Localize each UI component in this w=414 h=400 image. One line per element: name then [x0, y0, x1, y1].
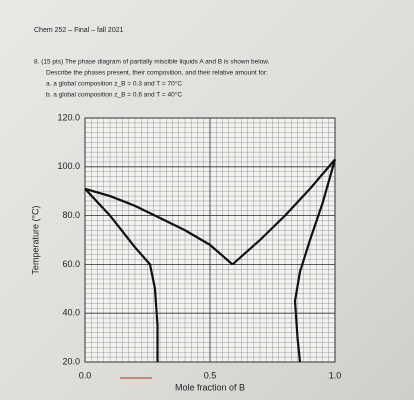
header-title: Chem 252 – Final – fall 2021 — [34, 27, 124, 34]
phase-boundary — [293, 159, 337, 363]
y-tick-label: 80.0 — [62, 210, 80, 220]
phase-boundary — [84, 187, 234, 266]
question-line: Describe the phases present, their compo… — [46, 70, 268, 77]
y-tick-label: 20.0 — [62, 356, 80, 366]
question-line: a. a global composition z_B = 0.3 and T … — [46, 80, 182, 88]
phase-boundary — [84, 188, 159, 362]
y-tick-label: 60.0 — [62, 259, 80, 269]
x-tick-label: 0.5 — [204, 370, 217, 380]
question-line: 8. (15 pts) The phase diagram of partial… — [34, 59, 270, 66]
x-tick-label: 1.0 — [329, 370, 342, 380]
question-line: b. a global composition z_B = 0.6 and T … — [46, 91, 182, 99]
x-tick-label: 0.0 — [79, 370, 92, 380]
phase-boundary — [231, 158, 336, 266]
y-axis-label: Temperature (°C) — [30, 205, 40, 274]
y-tick-label: 100.0 — [57, 161, 80, 171]
x-axis-label: Mole fraction of B — [175, 382, 245, 392]
y-tick-label: 40.0 — [62, 308, 80, 318]
y-tick-label: 120.0 — [57, 112, 80, 122]
